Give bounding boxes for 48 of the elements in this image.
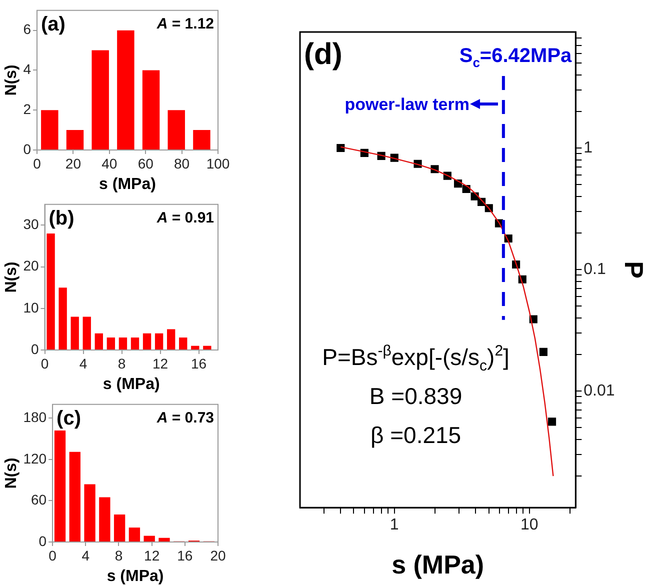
x-tick-label: 20 [65, 155, 82, 172]
x-tick-label: 80 [174, 155, 190, 172]
y-tick-label: 6 [23, 21, 32, 38]
y-tick-label: 1 [584, 139, 593, 156]
x-tick-label: 100 [206, 155, 230, 172]
annotation: B =0.839 [369, 382, 462, 409]
annotation: A = 0.73 [156, 409, 214, 426]
x-tick-label: 4 [82, 547, 90, 564]
x-axis-title: s (MPa) [106, 568, 164, 585]
y-tick-label: 10 [23, 299, 39, 316]
annotation: A = 1.12 [156, 15, 214, 32]
x-tick-label: 16 [190, 355, 207, 372]
x-tick-label: 4 [79, 355, 88, 372]
y-tick-label: 2 [23, 100, 32, 117]
x-axis-title: s (MPa) [392, 550, 484, 580]
y-tick-label: 0 [30, 340, 39, 357]
x-tick-label: 0 [48, 547, 57, 564]
x-tick-label: 40 [102, 155, 118, 172]
y-tick-label: 60 [30, 492, 47, 508]
chart-title: (d) [304, 38, 342, 71]
y-tick-label: 0 [23, 140, 32, 157]
y-tick-label: 0.01 [584, 382, 615, 400]
annotation: power-law term [344, 95, 470, 114]
x-tick-label: 20 [210, 547, 226, 564]
x-axis-title: s (MPa) [102, 376, 160, 393]
y-axis-title: N(s) [3, 64, 20, 96]
y-tick-label: 180 [23, 409, 47, 426]
y-tick-label: 4 [23, 61, 32, 78]
y-axis-title: P [619, 261, 650, 278]
y-tick-label: 20 [23, 258, 39, 274]
y-tick-label: 120 [23, 450, 47, 466]
x-tick-label: 16 [177, 547, 193, 564]
x-tick-label: 8 [118, 355, 126, 372]
x-tick-label: 12 [144, 547, 160, 564]
x-tick-label: 12 [152, 355, 168, 372]
x-tick-label: 60 [138, 155, 154, 172]
y-tick-label: 30 [23, 216, 39, 232]
x-axis-title: s (MPa) [99, 176, 156, 193]
annotation: A = 0.91 [156, 209, 214, 226]
y-axis-title: N(s) [3, 458, 20, 489]
y-axis-title: N(s) [3, 262, 20, 293]
y-tick-label: 0.1 [584, 260, 606, 278]
x-tick-label: 8 [114, 547, 123, 564]
annotation: β =0.215 [370, 422, 462, 448]
chart-title: (b) [48, 207, 74, 230]
y-tick-label: 0 [38, 532, 47, 549]
chart-title: (a) [40, 13, 66, 36]
chart-title: (c) [56, 407, 82, 430]
